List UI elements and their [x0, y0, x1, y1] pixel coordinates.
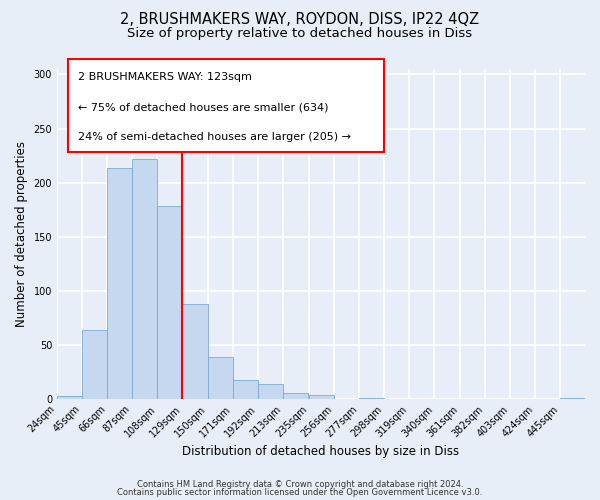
X-axis label: Distribution of detached houses by size in Diss: Distribution of detached houses by size … [182, 444, 460, 458]
Bar [132, 159, 157, 399]
Bar [359, 398, 385, 399]
Text: 2 BRUSHMAKERS WAY: 123sqm: 2 BRUSHMAKERS WAY: 123sqm [78, 72, 252, 83]
Bar [57, 396, 82, 399]
Bar [233, 380, 258, 399]
Bar [208, 357, 233, 399]
Bar [283, 392, 308, 399]
Bar [309, 395, 334, 399]
Bar [107, 168, 132, 399]
Text: Contains public sector information licensed under the Open Government Licence v3: Contains public sector information licen… [118, 488, 482, 497]
Text: 2, BRUSHMAKERS WAY, ROYDON, DISS, IP22 4QZ: 2, BRUSHMAKERS WAY, ROYDON, DISS, IP22 4… [121, 12, 479, 28]
Bar [157, 206, 182, 399]
Text: ← 75% of detached houses are smaller (634): ← 75% of detached houses are smaller (63… [78, 102, 329, 112]
Text: Size of property relative to detached houses in Diss: Size of property relative to detached ho… [127, 28, 473, 40]
Text: 24% of semi-detached houses are larger (205) →: 24% of semi-detached houses are larger (… [78, 132, 351, 142]
Bar [182, 304, 208, 399]
FancyBboxPatch shape [68, 59, 385, 152]
Bar [560, 398, 585, 399]
Text: Contains HM Land Registry data © Crown copyright and database right 2024.: Contains HM Land Registry data © Crown c… [137, 480, 463, 489]
Y-axis label: Number of detached properties: Number of detached properties [15, 141, 28, 327]
Bar [82, 330, 107, 399]
Bar [258, 384, 283, 399]
